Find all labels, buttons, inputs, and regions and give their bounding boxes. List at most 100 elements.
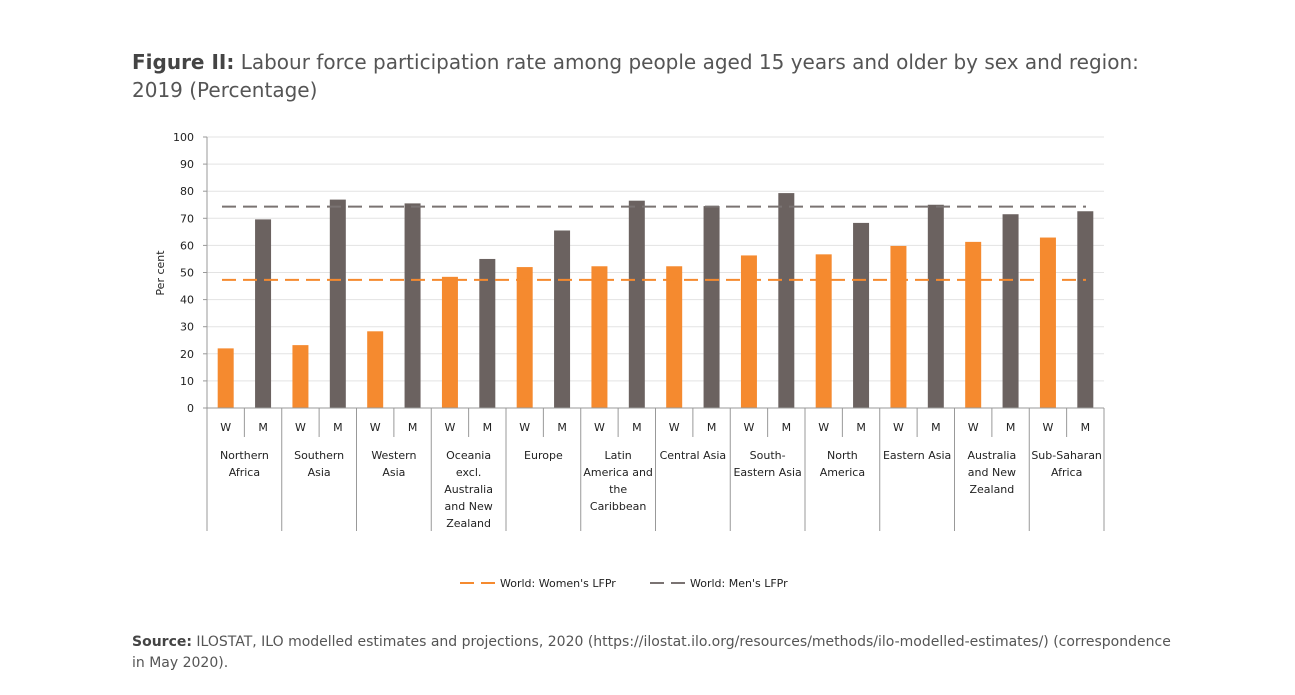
category-label: Oceania <box>446 449 491 462</box>
y-axis-label: Per cent <box>154 250 167 296</box>
sub-label-w: W <box>220 421 231 434</box>
bar-men <box>703 206 720 408</box>
bar-women <box>516 267 533 408</box>
sub-label-m: M <box>333 421 343 434</box>
bar-women <box>965 241 982 408</box>
bar-men <box>628 200 645 408</box>
category-label: Asia <box>308 466 331 479</box>
sub-label-m: M <box>632 421 642 434</box>
bar-men <box>1077 211 1094 408</box>
sub-label-w: W <box>968 421 979 434</box>
bar-men <box>853 222 870 408</box>
bar-women <box>367 331 384 408</box>
bar-women <box>441 276 458 408</box>
category-label: Australia <box>968 449 1017 462</box>
category-label: Northern <box>220 449 269 462</box>
category-label: North <box>827 449 858 462</box>
sub-label-m: M <box>856 421 866 434</box>
bar-men <box>479 258 496 408</box>
category-label: America <box>820 466 865 479</box>
y-tick-label: 20 <box>180 348 194 361</box>
reference-lines <box>222 205 1086 281</box>
sub-label-w: W <box>743 421 754 434</box>
category-label: Africa <box>1051 466 1082 479</box>
sub-label-w: W <box>444 421 455 434</box>
sub-label-w: W <box>370 421 381 434</box>
y-tick-label: 30 <box>180 321 194 334</box>
bar-men <box>554 230 571 408</box>
category-label: the <box>609 483 627 496</box>
category-label: Central Asia <box>660 449 727 462</box>
sub-label-m: M <box>1006 421 1016 434</box>
y-axis-ticks: 0 10 20 30 40 50 60 70 80 90 100 <box>173 131 208 415</box>
category-label: Australia <box>444 483 493 496</box>
sub-label-m: M <box>707 421 717 434</box>
sub-label-m: M <box>258 421 268 434</box>
bar-men <box>778 193 795 408</box>
category-label: Caribbean <box>590 500 646 513</box>
bar-men <box>927 204 944 408</box>
bar-men <box>329 199 346 408</box>
category-label: Sub-Saharan <box>1031 449 1102 462</box>
gridlines <box>207 136 1104 382</box>
bar-men <box>404 203 421 408</box>
sub-label-m: M <box>483 421 493 434</box>
category-label: excl. <box>456 466 482 479</box>
bar-women <box>217 348 234 408</box>
sub-label-m: M <box>408 421 418 434</box>
bar-men <box>1002 214 1019 408</box>
bar-women <box>292 345 309 408</box>
bars <box>217 193 1094 408</box>
bar-women <box>1039 237 1056 408</box>
y-tick-label: 50 <box>180 267 194 280</box>
y-tick-label: 60 <box>180 239 194 252</box>
y-tick-label: 0 <box>187 402 194 415</box>
legend-label: World: Women's LFPr <box>500 577 616 590</box>
category-label: America and <box>583 466 653 479</box>
category-label: South- <box>750 449 786 462</box>
sub-label-w: W <box>594 421 605 434</box>
bar-women <box>591 266 608 408</box>
bar-women <box>740 255 757 408</box>
category-label: Eastern Asia <box>883 449 951 462</box>
y-tick-label: 100 <box>173 131 194 144</box>
legend-label: World: Men's LFPr <box>690 577 788 590</box>
category-label: Europe <box>524 449 563 462</box>
category-label: and New <box>445 500 493 513</box>
y-tick-label: 70 <box>180 212 194 225</box>
x-axis: W M Northern Africa W M Southern Asia W M Western A… <box>206 407 1105 531</box>
sub-label-m: M <box>557 421 567 434</box>
y-tick-label: 10 <box>180 375 194 388</box>
y-tick-label: 40 <box>180 294 194 307</box>
figure-title: Figure II: Labour force participation ra… <box>132 48 1142 104</box>
y-tick-label: 80 <box>180 185 194 198</box>
sub-label-m: M <box>1081 421 1091 434</box>
bar-women <box>666 266 683 408</box>
category-label: Asia <box>382 466 405 479</box>
legend: World: Women's LFPr World: Men's LFPr <box>460 577 788 590</box>
category-label: Latin <box>605 449 632 462</box>
source-note: Source: ILOSTAT, ILO modelled estimates … <box>132 632 1172 674</box>
sub-label-w: W <box>893 421 904 434</box>
bar-men <box>255 219 272 408</box>
figure-title-label: Figure II: <box>132 50 235 74</box>
category-label: and New <box>968 466 1016 479</box>
sub-label-w: W <box>295 421 306 434</box>
figure-title-text: Labour force participation rate among pe… <box>132 50 1139 102</box>
source-label: Source: <box>132 634 192 650</box>
bar-women <box>890 245 907 408</box>
sub-label-w: W <box>818 421 829 434</box>
category-label: Southern <box>294 449 344 462</box>
sub-label-m: M <box>931 421 941 434</box>
source-text: ILOSTAT, ILO modelled estimates and proj… <box>132 634 1171 671</box>
category-label: Africa <box>229 466 260 479</box>
category-label: Zealand <box>446 517 491 530</box>
sub-label-w: W <box>519 421 530 434</box>
sub-label-w: W <box>1042 421 1053 434</box>
category-label: Western <box>371 449 416 462</box>
bar-women <box>815 254 832 408</box>
sub-label-w: W <box>669 421 680 434</box>
category-label: Eastern Asia <box>733 466 801 479</box>
sub-label-m: M <box>782 421 792 434</box>
